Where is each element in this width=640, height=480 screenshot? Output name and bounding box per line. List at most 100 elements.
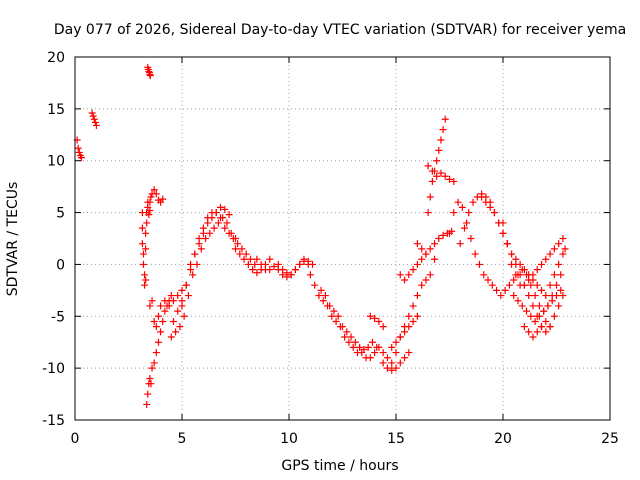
data-point: [152, 349, 160, 357]
y-tick-label: -10: [42, 361, 65, 377]
data-point: [146, 302, 154, 310]
data-point: [418, 255, 426, 263]
data-point: [206, 229, 214, 237]
data-point: [191, 250, 199, 258]
data-point: [542, 328, 550, 336]
data-point: [503, 240, 511, 248]
data-point: [426, 245, 434, 253]
data-point: [542, 255, 550, 263]
data-point: [401, 276, 409, 284]
data-point: [409, 317, 417, 325]
data-point: [523, 307, 531, 315]
series-arc-15: [306, 271, 396, 367]
data-point: [193, 260, 201, 268]
data-point: [531, 317, 539, 325]
data-point: [463, 219, 471, 227]
data-point: [311, 281, 319, 289]
data-point: [184, 292, 192, 300]
data-point: [409, 266, 417, 274]
data-point: [238, 245, 246, 253]
data-point: [405, 271, 413, 279]
data-point: [371, 314, 379, 322]
data-point: [283, 273, 291, 281]
data-point: [546, 281, 554, 289]
data-point: [392, 338, 400, 346]
data-point: [291, 266, 299, 274]
data-point: [538, 286, 546, 294]
series-arc-28: [499, 219, 567, 289]
data-point: [542, 292, 550, 300]
data-point: [439, 231, 447, 239]
data-point: [152, 323, 160, 331]
data-point: [146, 72, 154, 80]
data-point: [379, 349, 387, 357]
data-point: [561, 245, 569, 253]
data-point: [379, 323, 387, 331]
data-point: [147, 380, 155, 388]
data-points: [73, 63, 569, 408]
data-point: [317, 286, 325, 294]
data-point: [553, 281, 560, 289]
data-point: [172, 328, 180, 336]
data-point: [484, 276, 492, 284]
x-axis-label: GPS time / hours: [281, 458, 398, 474]
data-point: [146, 198, 154, 206]
data-point: [535, 312, 543, 320]
data-point: [529, 302, 537, 310]
data-point: [555, 302, 563, 310]
data-point: [304, 260, 312, 268]
data-point: [401, 323, 409, 331]
data-point: [392, 364, 400, 372]
data-point: [535, 302, 543, 310]
data-point: [480, 271, 488, 279]
data-point: [531, 292, 539, 300]
data-point: [525, 276, 533, 284]
data-point: [525, 292, 533, 300]
data-point: [197, 245, 205, 253]
data-point: [150, 317, 158, 325]
data-point: [187, 266, 195, 274]
data-point: [328, 312, 336, 320]
data-point: [339, 323, 346, 331]
data-point: [433, 172, 441, 180]
data-point: [141, 281, 149, 289]
data-point: [366, 354, 374, 362]
data-point: [202, 235, 210, 242]
chart-title: Day 077 of 2026, Sidereal Day-to-day VTE…: [54, 22, 626, 38]
data-point: [520, 281, 528, 289]
data-point: [471, 250, 479, 258]
data-point: [388, 366, 396, 374]
series-arc-25: [446, 198, 565, 315]
x-tick-label: 0: [71, 431, 80, 447]
data-point: [520, 266, 528, 274]
data-point: [152, 190, 160, 198]
x-tick-label: 5: [178, 431, 187, 447]
data-point: [538, 323, 546, 331]
data-point: [422, 250, 430, 258]
data-point: [178, 286, 186, 294]
data-point: [512, 271, 520, 279]
data-point: [413, 240, 421, 248]
data-point: [138, 240, 146, 248]
data-point: [279, 271, 287, 279]
data-point: [180, 312, 188, 320]
data-point: [257, 260, 265, 268]
data-point: [189, 271, 197, 279]
data-point: [441, 115, 449, 123]
data-point: [145, 211, 153, 219]
data-point: [533, 281, 541, 289]
y-tick-label: -5: [51, 309, 65, 325]
series-arc-07: [146, 286, 186, 331]
data-point: [167, 292, 175, 300]
data-point: [527, 312, 535, 320]
data-point: [418, 281, 426, 289]
data-point: [529, 271, 537, 279]
data-point: [499, 229, 507, 237]
data-point: [469, 198, 477, 206]
data-point: [343, 328, 351, 336]
data-point: [169, 317, 177, 325]
data-point: [143, 400, 151, 408]
series-arc-24: [424, 162, 458, 185]
data-point: [266, 255, 274, 263]
data-point: [439, 126, 447, 134]
